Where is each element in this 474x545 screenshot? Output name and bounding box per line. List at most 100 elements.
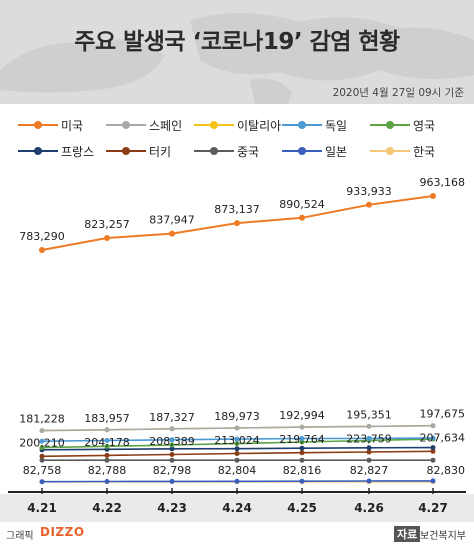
data-point <box>39 428 45 434</box>
source-label: 자료 <box>394 526 421 542</box>
series-일본 <box>39 478 436 485</box>
chart-title: 주요 발생국 ‘코로나19’ 감염 현황 <box>74 29 400 55</box>
data-point <box>430 423 436 429</box>
data-point <box>299 439 305 445</box>
data-label: 187,327 <box>149 411 195 424</box>
data-point <box>234 425 240 431</box>
data-point <box>104 438 110 443</box>
data-label: 183,957 <box>84 412 130 425</box>
legend-item: 일본 <box>282 142 347 160</box>
data-label: 82,804 <box>218 464 257 477</box>
data-point <box>299 214 305 221</box>
series-스페인 <box>39 423 436 434</box>
data-point <box>430 445 436 451</box>
data-point <box>169 452 175 457</box>
legend-label: 중국 <box>237 144 260 159</box>
data-point <box>104 235 110 241</box>
data-point <box>366 201 372 208</box>
data-point <box>299 478 305 484</box>
data-label: 837,947 <box>149 214 195 227</box>
legend-label: 터키 <box>149 144 172 159</box>
data-point <box>39 479 45 485</box>
series-터키 <box>39 448 436 459</box>
series-독일 <box>39 435 436 444</box>
legend-item: 스페인 <box>106 116 182 134</box>
data-point <box>39 438 45 444</box>
data-point <box>234 436 240 442</box>
data-point <box>366 478 372 484</box>
data-point <box>299 457 305 463</box>
data-label: 195,351 <box>346 408 392 421</box>
series-중국 <box>39 457 436 463</box>
legend-item: 미국 <box>18 116 83 134</box>
legend-item: 중국 <box>194 142 259 160</box>
legend-swatch <box>106 118 146 132</box>
legend-label: 프랑스 <box>61 144 95 159</box>
legend-swatch <box>370 144 410 158</box>
data-point <box>366 445 372 451</box>
x-tick-label: 4.26 <box>354 501 384 515</box>
data-point <box>104 452 110 458</box>
legend-item: 이탈리아 <box>194 116 281 134</box>
data-point <box>430 457 436 463</box>
data-point <box>169 442 175 448</box>
legend-swatch <box>194 118 234 132</box>
series-미국 <box>39 193 436 253</box>
data-point <box>234 441 240 447</box>
data-label: 200,210 <box>19 437 65 450</box>
data-label: 82,816 <box>283 464 322 477</box>
data-point <box>39 453 45 459</box>
x-tick-label: 4.24 <box>222 501 252 515</box>
legend-item: 터키 <box>106 142 171 160</box>
data-label: 197,675 <box>420 408 466 421</box>
header-banner: 주요 발생국 ‘코로나19’ 감염 현황 2020년 4월 27일 09시 기준 <box>0 0 474 104</box>
credit-graphic-label: 그래픽 <box>6 531 34 542</box>
data-label: 890,524 <box>279 198 325 211</box>
legend-label: 이탈리아 <box>237 118 282 133</box>
data-point <box>169 478 175 484</box>
data-label: 223,759 <box>346 432 392 445</box>
world-map-background <box>0 12 474 104</box>
x-tick-label: 4.27 <box>418 501 448 515</box>
legend-swatch <box>194 144 234 158</box>
data-point <box>430 435 436 441</box>
footer: 그래픽 DIZZO 자료 보건복지부 <box>0 522 474 545</box>
data-label: 82,827 <box>350 464 389 477</box>
data-label: 82,830 <box>427 464 466 477</box>
data-label: 823,257 <box>84 218 130 231</box>
legend-label: 일본 <box>325 144 348 159</box>
legend-label: 영국 <box>413 118 436 133</box>
data-label: 873,137 <box>214 203 260 216</box>
legend-swatch <box>106 144 146 158</box>
data-point <box>169 230 175 237</box>
data-label: 204,178 <box>84 436 130 449</box>
legend-swatch <box>18 118 58 132</box>
data-point <box>39 445 45 451</box>
data-point <box>430 448 436 454</box>
data-point <box>299 450 305 456</box>
data-point <box>169 426 175 432</box>
data-point <box>299 424 305 430</box>
data-point <box>430 193 436 199</box>
data-label: 783,290 <box>19 230 65 243</box>
data-point <box>39 247 45 253</box>
data-point <box>366 423 372 429</box>
data-point <box>169 446 175 452</box>
data-label: 82,788 <box>88 464 127 477</box>
data-label: 82,758 <box>23 464 62 477</box>
x-tick-label: 4.21 <box>27 501 57 515</box>
legend-item: 프랑스 <box>18 142 94 160</box>
data-point <box>366 457 372 463</box>
legend-label: 독일 <box>325 118 348 133</box>
data-point <box>234 451 240 456</box>
legend-label: 스페인 <box>149 118 183 133</box>
data-point <box>104 479 110 484</box>
data-label: 189,973 <box>214 410 260 423</box>
legend-swatch <box>370 118 410 132</box>
data-point <box>366 435 372 441</box>
data-point <box>234 220 240 227</box>
legend-item: 한국 <box>370 142 435 160</box>
data-label: 82,798 <box>153 464 192 477</box>
